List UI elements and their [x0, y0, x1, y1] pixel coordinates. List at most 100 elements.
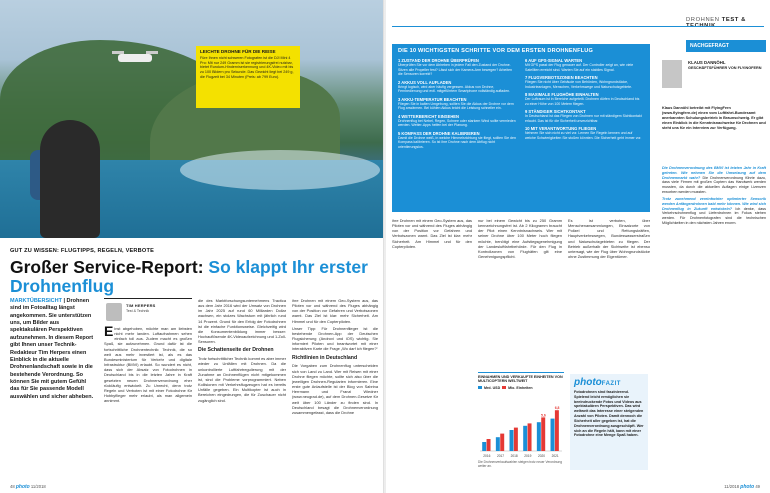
- headline-accent: So klappt Ihr erster Drohnenflug: [10, 257, 368, 297]
- interviewee-avatar: [662, 60, 682, 88]
- col2-text-b: Trotz fortschrittlicher Technik kommt es…: [198, 356, 286, 403]
- rcol1-text: ihre Drohnen mit einem Geo-System aus, d…: [392, 218, 472, 249]
- interview-tag: NACHGEFRAGT: [686, 40, 766, 52]
- step-text: Fliegen Sie in kalten Umgebung, sollten …: [398, 101, 514, 111]
- step-item: 7 FLUGVERBOTSZONEN BEACHTEN Fliegen Sie n…: [525, 75, 644, 89]
- fazit-text: Fotodrohnen sind faszinierend. Spielend …: [574, 390, 644, 438]
- subheading-schattenseite: Die Schattenseite der Drohnen: [198, 347, 274, 354]
- step-text: In Deutschland ist das Fliegen von Drohn…: [525, 114, 642, 123]
- steps-box: DIE 10 WICHTIGSTEN SCHRITTE VOR DEM ERST…: [392, 44, 650, 212]
- footer-issue-left: 11/2018: [30, 484, 46, 489]
- gutter: [383, 0, 387, 493]
- chart-tick-label: 2016: [483, 454, 490, 458]
- photo-surf: [180, 150, 380, 190]
- chart-bar-usd-2020: [536, 422, 541, 451]
- step-item: 4 WETTERBERICHT EINSEHEN Drohnenflug bei …: [398, 114, 517, 128]
- interview-question: Die Drohnenverordnung des BMVI ist letzt…: [662, 166, 766, 180]
- legend-swatch-units: [502, 386, 507, 390]
- step-title: 9 STÄNDIGER SICHTKONTAKT: [525, 109, 586, 115]
- step-title: 6 AUF GPS-SIGNAL WARTEN: [525, 58, 583, 63]
- footer-issue-right: 11/2018: [724, 484, 740, 489]
- sales-chart: EINNAHMEN UND VERKAUFTE EINHEITEN VON MU…: [478, 372, 564, 472]
- chart-bar-units-2017: [500, 433, 505, 451]
- step-item: 5 KOMPASS DER DROHNE KALIBRIEREN Damit di…: [398, 131, 517, 150]
- col3-text-c: Die Vorgaben zum Drohnenflug unterscheid…: [292, 363, 378, 415]
- step-title: 2 AKKUS VOLL AUFLADEN: [398, 79, 452, 85]
- col3-text-b: Unser Tipp: Für Drohnenflieger ist die b…: [292, 325, 378, 352]
- interview-intro: Klaus Dannöhl betreibt mit FlyingFern (w…: [662, 106, 766, 130]
- teaser-text: MARKTÜBERSICHT | Drohnen sind im Fotoall…: [10, 298, 94, 401]
- interview-question: Trotz zunehmend vereinfachter optimierte…: [662, 196, 766, 211]
- chart-legend: Mrd. USD Mio. Einheiten: [478, 386, 564, 390]
- left-page: LEICHTE DROHNE FÜR DIE REISE Füre Ihnen …: [0, 0, 384, 493]
- step-text: Fliegen Sie nicht über Gebäude von Behör…: [525, 80, 633, 89]
- step-title: 8 MAXIMALE FLUGHÖHE EINHALTEN: [525, 92, 599, 98]
- author-box: TIM HERPERS Test & Technik: [104, 298, 192, 322]
- right-page: DROHNEN TEST & TECHNIK DIE 10 WICHTIGSTE…: [386, 0, 770, 493]
- step-text: Der Luftraum ist in Bereiche aufgeteilt.…: [525, 97, 640, 106]
- interview-answer: Ich denke, dass Verkehrsdrohnenflug und …: [662, 206, 766, 225]
- interview-answer: Die Drohnenverordnung führte dazu, dass …: [662, 175, 766, 195]
- step-text: Damit die Drohne weiß, in welche Himmels…: [398, 135, 516, 150]
- headline-main: Großer Service-Report:: [10, 257, 209, 277]
- legend-label-units: Mio. Einheiten: [508, 385, 533, 390]
- interviewee-name: KLAUS DANNÖHL: [688, 60, 726, 65]
- step-text: Drohnenflug bei Nebel, Regen, Schnee ode…: [398, 118, 516, 128]
- legend-swatch-usd: [478, 386, 482, 390]
- interviewee-role: GESCHÄFTSFÜHRER VON FLYINGFERN: [688, 66, 762, 70]
- step-item: 9 STÄNDIGER SICHTKONTAKT In Deutschland i…: [525, 109, 644, 123]
- teaser-label: MARKTÜBERSICHT: [10, 298, 62, 304]
- chart-tick-label: 2019: [524, 454, 531, 458]
- dropcap: E: [104, 323, 114, 339]
- headline: Großer Service-Report: So klappt Ihr ers…: [10, 257, 380, 297]
- page-number-right: 49: [755, 484, 760, 489]
- chart-tick-label: 2021: [552, 454, 559, 458]
- legend-label-usd: Mrd. USD: [484, 385, 501, 390]
- subheading-richtlinien: Richtlinien in Deutschland: [292, 354, 358, 361]
- steps-title: DIE 10 WICHTIGSTEN SCHRITTE VOR DEM ERST…: [398, 48, 594, 54]
- section-header: DROHNEN TEST & TECHNIK: [686, 17, 770, 29]
- footer-right: 11/2018 photo 49: [724, 484, 760, 490]
- step-title: 7 FLUGVERBOTSZONEN BEACHTEN: [525, 75, 598, 81]
- fazit-logo: photoFAZIT: [574, 377, 644, 388]
- steps-col-right: 6 AUF GPS-SIGNAL WARTEN Mit GPS passt der…: [525, 58, 644, 153]
- chart-bar-usd-2018: [509, 430, 514, 451]
- step-text: Bringt logisch, wird aber häufig vergess…: [398, 84, 511, 94]
- right-body-column-2: nur bei einem Gewicht bis zu 250 Gramm k…: [478, 218, 562, 261]
- body-column-2: die des Marktforschungsunternehmens Trac…: [198, 298, 286, 405]
- chart-data-label: 5,6: [541, 413, 546, 417]
- drone-icon: [112, 51, 158, 62]
- chart-tick-label: 2018: [511, 454, 518, 458]
- fazit-box: photoFAZIT Fotodrohnen sind faszinierend…: [570, 374, 648, 470]
- teaser: MARKTÜBERSICHT | Drohnen sind im Fotoall…: [10, 298, 94, 401]
- chart-bar-usd-2019: [523, 425, 528, 451]
- fazit-logo-tag: FAZIT: [601, 381, 621, 387]
- section-header-light: DROHNEN: [686, 17, 722, 23]
- chart-bar-units-2016: [486, 439, 491, 451]
- chart-bar-units-2021: [554, 410, 559, 451]
- chart-note: Die Drohnenverkaufszahlen steigen trotz …: [478, 460, 562, 468]
- step-text: Überprüfen Sie vor dem Abheben in jedem …: [398, 63, 513, 77]
- steps-col-left: 1 ZUSTAND DER DROHNE ÜBERPRÜFEN Überprüfe…: [398, 58, 517, 153]
- chart-bar-units-2020: [541, 417, 546, 451]
- teaser-body: | Drohnen sind im Fotoalltag längst ange…: [10, 298, 94, 400]
- page-number-left: 48: [10, 484, 15, 489]
- right-body-column-1: ihre Drohnen mit einem Geo-System aus, d…: [392, 218, 472, 251]
- rcol3-text: Es ist verboten, über Menschenansammlung…: [568, 218, 650, 260]
- col1-text: inst abgehoben, möchte man am liebsten n…: [104, 326, 192, 404]
- author-avatar: [106, 303, 122, 321]
- step-item: 8 MAXIMALE FLUGHÖHE EINHALTEN Der Luftrau…: [525, 92, 644, 106]
- footer-brand-right: photo: [740, 484, 755, 490]
- step-item: 6 AUF GPS-SIGNAL WARTEN Mit GPS passt der…: [525, 58, 644, 72]
- col2-text-a: die des Marktforschungsunternehmens Trac…: [198, 298, 286, 345]
- fazit-logo-brand: photo: [574, 377, 602, 388]
- chart-plot: 2016 2017 2018 2019 5,6 2020 6,8 2021: [480, 406, 562, 458]
- step-title: 5 KOMPASS DER DROHNE KALIBRIEREN: [398, 130, 480, 136]
- step-item: 3 AKKU-TEMPERATUR BEACHTEN Fliegen Sie in…: [398, 97, 517, 111]
- chart-bar-usd-2016: [482, 442, 487, 451]
- steps-grid: 1 ZUSTAND DER DROHNE ÜBERPRÜFEN Überprüfe…: [398, 58, 644, 153]
- author-name: TIM HERPERS: [126, 303, 156, 308]
- right-body-column-3: Es ist verboten, über Menschenansammlung…: [568, 218, 650, 261]
